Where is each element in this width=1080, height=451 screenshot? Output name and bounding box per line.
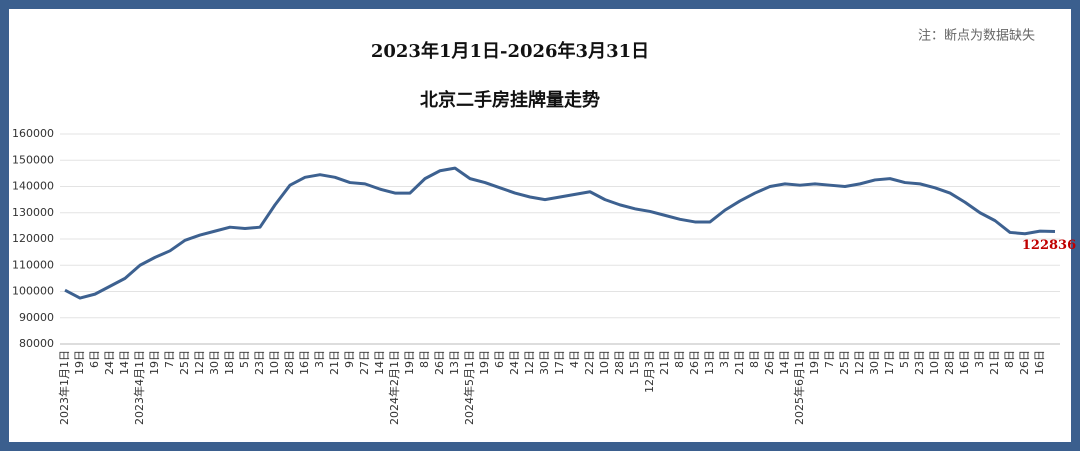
x-tick-label: 2024年5月1日 <box>462 350 476 425</box>
x-tick-label: 26日 <box>688 350 701 375</box>
x-tick-label: 4日 <box>568 350 581 368</box>
x-tick-label: 14日 <box>373 350 386 375</box>
x-tick-label: 7日 <box>823 350 836 368</box>
x-tick-label: 5日 <box>238 350 251 368</box>
x-tick-label: 7日 <box>163 350 176 368</box>
y-tick-label: 160000 <box>12 127 54 140</box>
y-tick-label: 110000 <box>12 258 54 271</box>
x-tick-label: 13日 <box>703 350 716 375</box>
x-tick-label: 2025年6月1日 <box>792 350 806 425</box>
x-tick-label: 15日 <box>628 350 641 375</box>
y-tick-label: 150000 <box>12 153 54 166</box>
y-tick-label: 80000 <box>19 337 54 350</box>
x-tick-label: 27日 <box>358 350 371 375</box>
x-tick-label: 2023年4月1日 <box>132 350 146 425</box>
x-tick-label: 9日 <box>343 350 356 368</box>
x-tick-label: 3日 <box>973 350 986 368</box>
x-tick-label: 18日 <box>223 350 236 375</box>
x-tick-label: 13日 <box>448 350 461 375</box>
x-tick-label: 23日 <box>913 350 926 375</box>
x-tick-label: 21日 <box>988 350 1001 375</box>
x-tick-label: 8日 <box>748 350 761 368</box>
x-tick-label: 30日 <box>868 350 881 375</box>
x-tick-label: 10日 <box>598 350 611 375</box>
y-tick-label: 130000 <box>12 206 54 219</box>
x-tick-label: 28日 <box>613 350 626 375</box>
x-tick-label: 24日 <box>103 350 116 375</box>
value-label: 122836 <box>1022 238 1076 253</box>
x-tick-label: 8日 <box>673 350 686 368</box>
x-tick-label: 19日 <box>808 350 821 375</box>
x-tick-label: 28日 <box>283 350 296 375</box>
x-tick-label: 21日 <box>658 350 671 375</box>
x-tick-label: 10日 <box>928 350 941 375</box>
x-tick-label: 19日 <box>73 350 86 375</box>
x-tick-label: 21日 <box>733 350 746 375</box>
chart-subtitle: 北京二手房挂牌量走势 <box>420 89 600 111</box>
line-series <box>64 166 1056 300</box>
x-tick-label: 16日 <box>958 350 971 375</box>
note: 注：断点为数据缺失 <box>918 29 1035 44</box>
y-tick-label: 140000 <box>12 180 54 193</box>
x-tick-label: 25日 <box>178 350 191 375</box>
x-tick-label: 24日 <box>508 350 521 375</box>
x-tick-label: 28日 <box>943 350 956 375</box>
x-tick-label: 30日 <box>538 350 551 375</box>
x-tick-label: 19日 <box>148 350 161 375</box>
x-tick-label: 8日 <box>418 350 431 368</box>
x-tick-label: 10日 <box>268 350 281 375</box>
x-tick-label: 2024年2月1日 <box>387 350 401 425</box>
x-tick-label: 26日 <box>433 350 446 375</box>
panel <box>9 9 1071 442</box>
y-tick-label: 120000 <box>12 232 54 245</box>
x-tick-label: 19日 <box>478 350 491 375</box>
x-tick-label: 8日 <box>1003 350 1016 368</box>
x-tick-label: 16日 <box>298 350 311 375</box>
x-tick-label: 12日 <box>853 350 866 375</box>
x-tick-label: 22日 <box>583 350 596 375</box>
x-tick-label: 12日 <box>193 350 206 375</box>
x-tick-label: 6日 <box>88 350 101 368</box>
x-tick-label: 2023年1月1日 <box>57 350 71 425</box>
x-tick-label: 3日 <box>718 350 731 368</box>
x-tick-label: 26日 <box>763 350 776 375</box>
x-tick-label: 12月3日 <box>643 350 656 393</box>
x-tick-label: 19日 <box>403 350 416 375</box>
chart-title: 2023年1月1日-2026年3月31日 <box>371 40 649 62</box>
x-tick-label: 3日 <box>313 350 326 368</box>
x-tick-label: 25日 <box>838 350 851 375</box>
x-tick-label: 14日 <box>778 350 791 375</box>
x-tick-label: 14日 <box>118 350 131 375</box>
x-tick-label: 21日 <box>328 350 341 375</box>
x-tick-label: 16日 <box>1033 350 1046 375</box>
y-tick-label: 90000 <box>19 311 54 324</box>
x-tick-label: 23日 <box>253 350 266 375</box>
x-tick-label: 12日 <box>523 350 536 375</box>
x-tick-label: 26日 <box>1018 350 1031 375</box>
x-tick-label: 30日 <box>208 350 221 375</box>
x-tick-label: 17日 <box>883 350 896 375</box>
x-tick-label: 6日 <box>493 350 506 368</box>
x-tick-label: 17日 <box>553 350 566 375</box>
x-tick-label: 5日 <box>898 350 911 368</box>
y-tick-label: 100000 <box>12 285 54 298</box>
